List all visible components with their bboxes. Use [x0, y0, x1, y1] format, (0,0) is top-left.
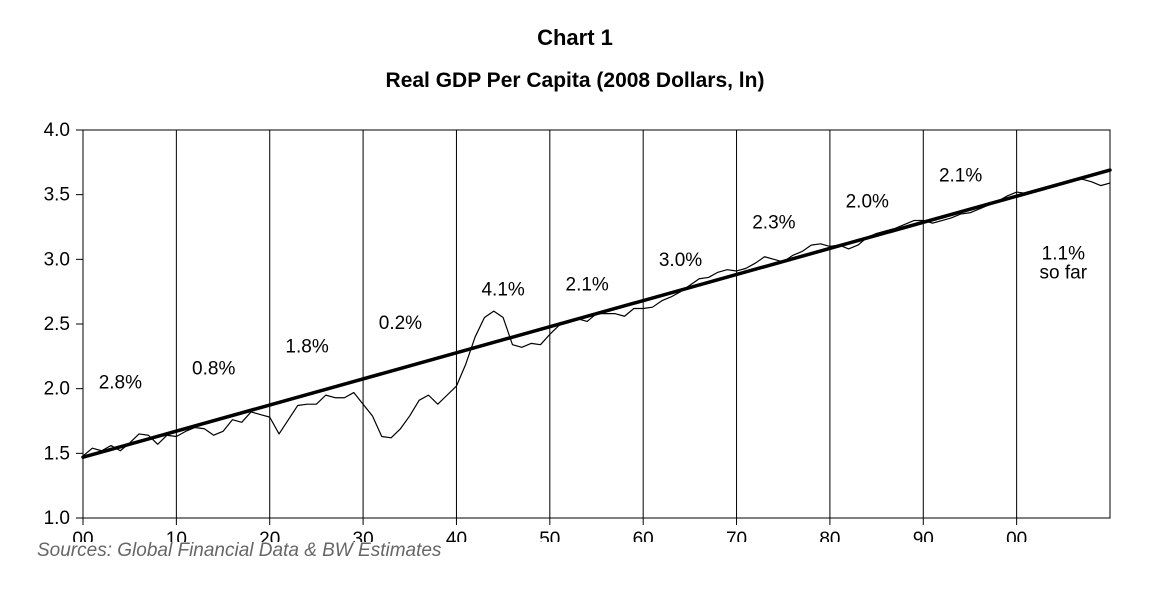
annotation-label: so far [1040, 263, 1088, 284]
annotation-label: 2.0% [846, 192, 889, 213]
annotation-label: 3.0% [659, 250, 702, 271]
y-tick-label: 2.5 [44, 314, 70, 335]
annotation-label: 0.8% [192, 358, 235, 379]
x-tick-label: 80 [819, 529, 840, 542]
y-tick-label: 1.0 [44, 508, 70, 529]
y-tick-label: 1.5 [44, 443, 70, 464]
annotation-label: 0.2% [379, 313, 422, 334]
x-tick-label: 70 [726, 529, 747, 542]
plot-area [83, 130, 1110, 518]
source-text: Sources: Global Financial Data & BW Esti… [37, 540, 441, 562]
annotation-label: 1.1% [1042, 243, 1085, 264]
y-tick-label: 2.0 [44, 379, 70, 400]
chart-page: Chart 1 Real GDP Per Capita (2008 Dollar… [0, 0, 1150, 592]
x-tick-label: 50 [539, 529, 560, 542]
chart-svg: 1.01.52.02.53.03.54.00010203040506070809… [0, 112, 1150, 542]
annotation-label: 2.1% [939, 166, 982, 187]
annotation-label: 2.8% [99, 373, 142, 394]
x-tick-label: 60 [633, 529, 654, 542]
x-tick-label: 00 [1006, 529, 1027, 542]
chart-title: Real GDP Per Capita (2008 Dollars, ln) [0, 67, 1150, 94]
annotation-label: 4.1% [481, 280, 524, 301]
annotation-label: 1.8% [285, 336, 328, 357]
title-block: Chart 1 Real GDP Per Capita (2008 Dollar… [0, 24, 1150, 94]
annotation-label: 2.1% [566, 274, 609, 295]
y-tick-label: 4.0 [44, 120, 70, 141]
y-tick-label: 3.5 [44, 185, 70, 206]
x-tick-label: 90 [913, 529, 934, 542]
y-tick-label: 3.0 [44, 249, 70, 270]
chart-number: Chart 1 [0, 24, 1150, 53]
annotation-label: 2.3% [752, 212, 795, 233]
x-tick-label: 40 [446, 529, 467, 542]
